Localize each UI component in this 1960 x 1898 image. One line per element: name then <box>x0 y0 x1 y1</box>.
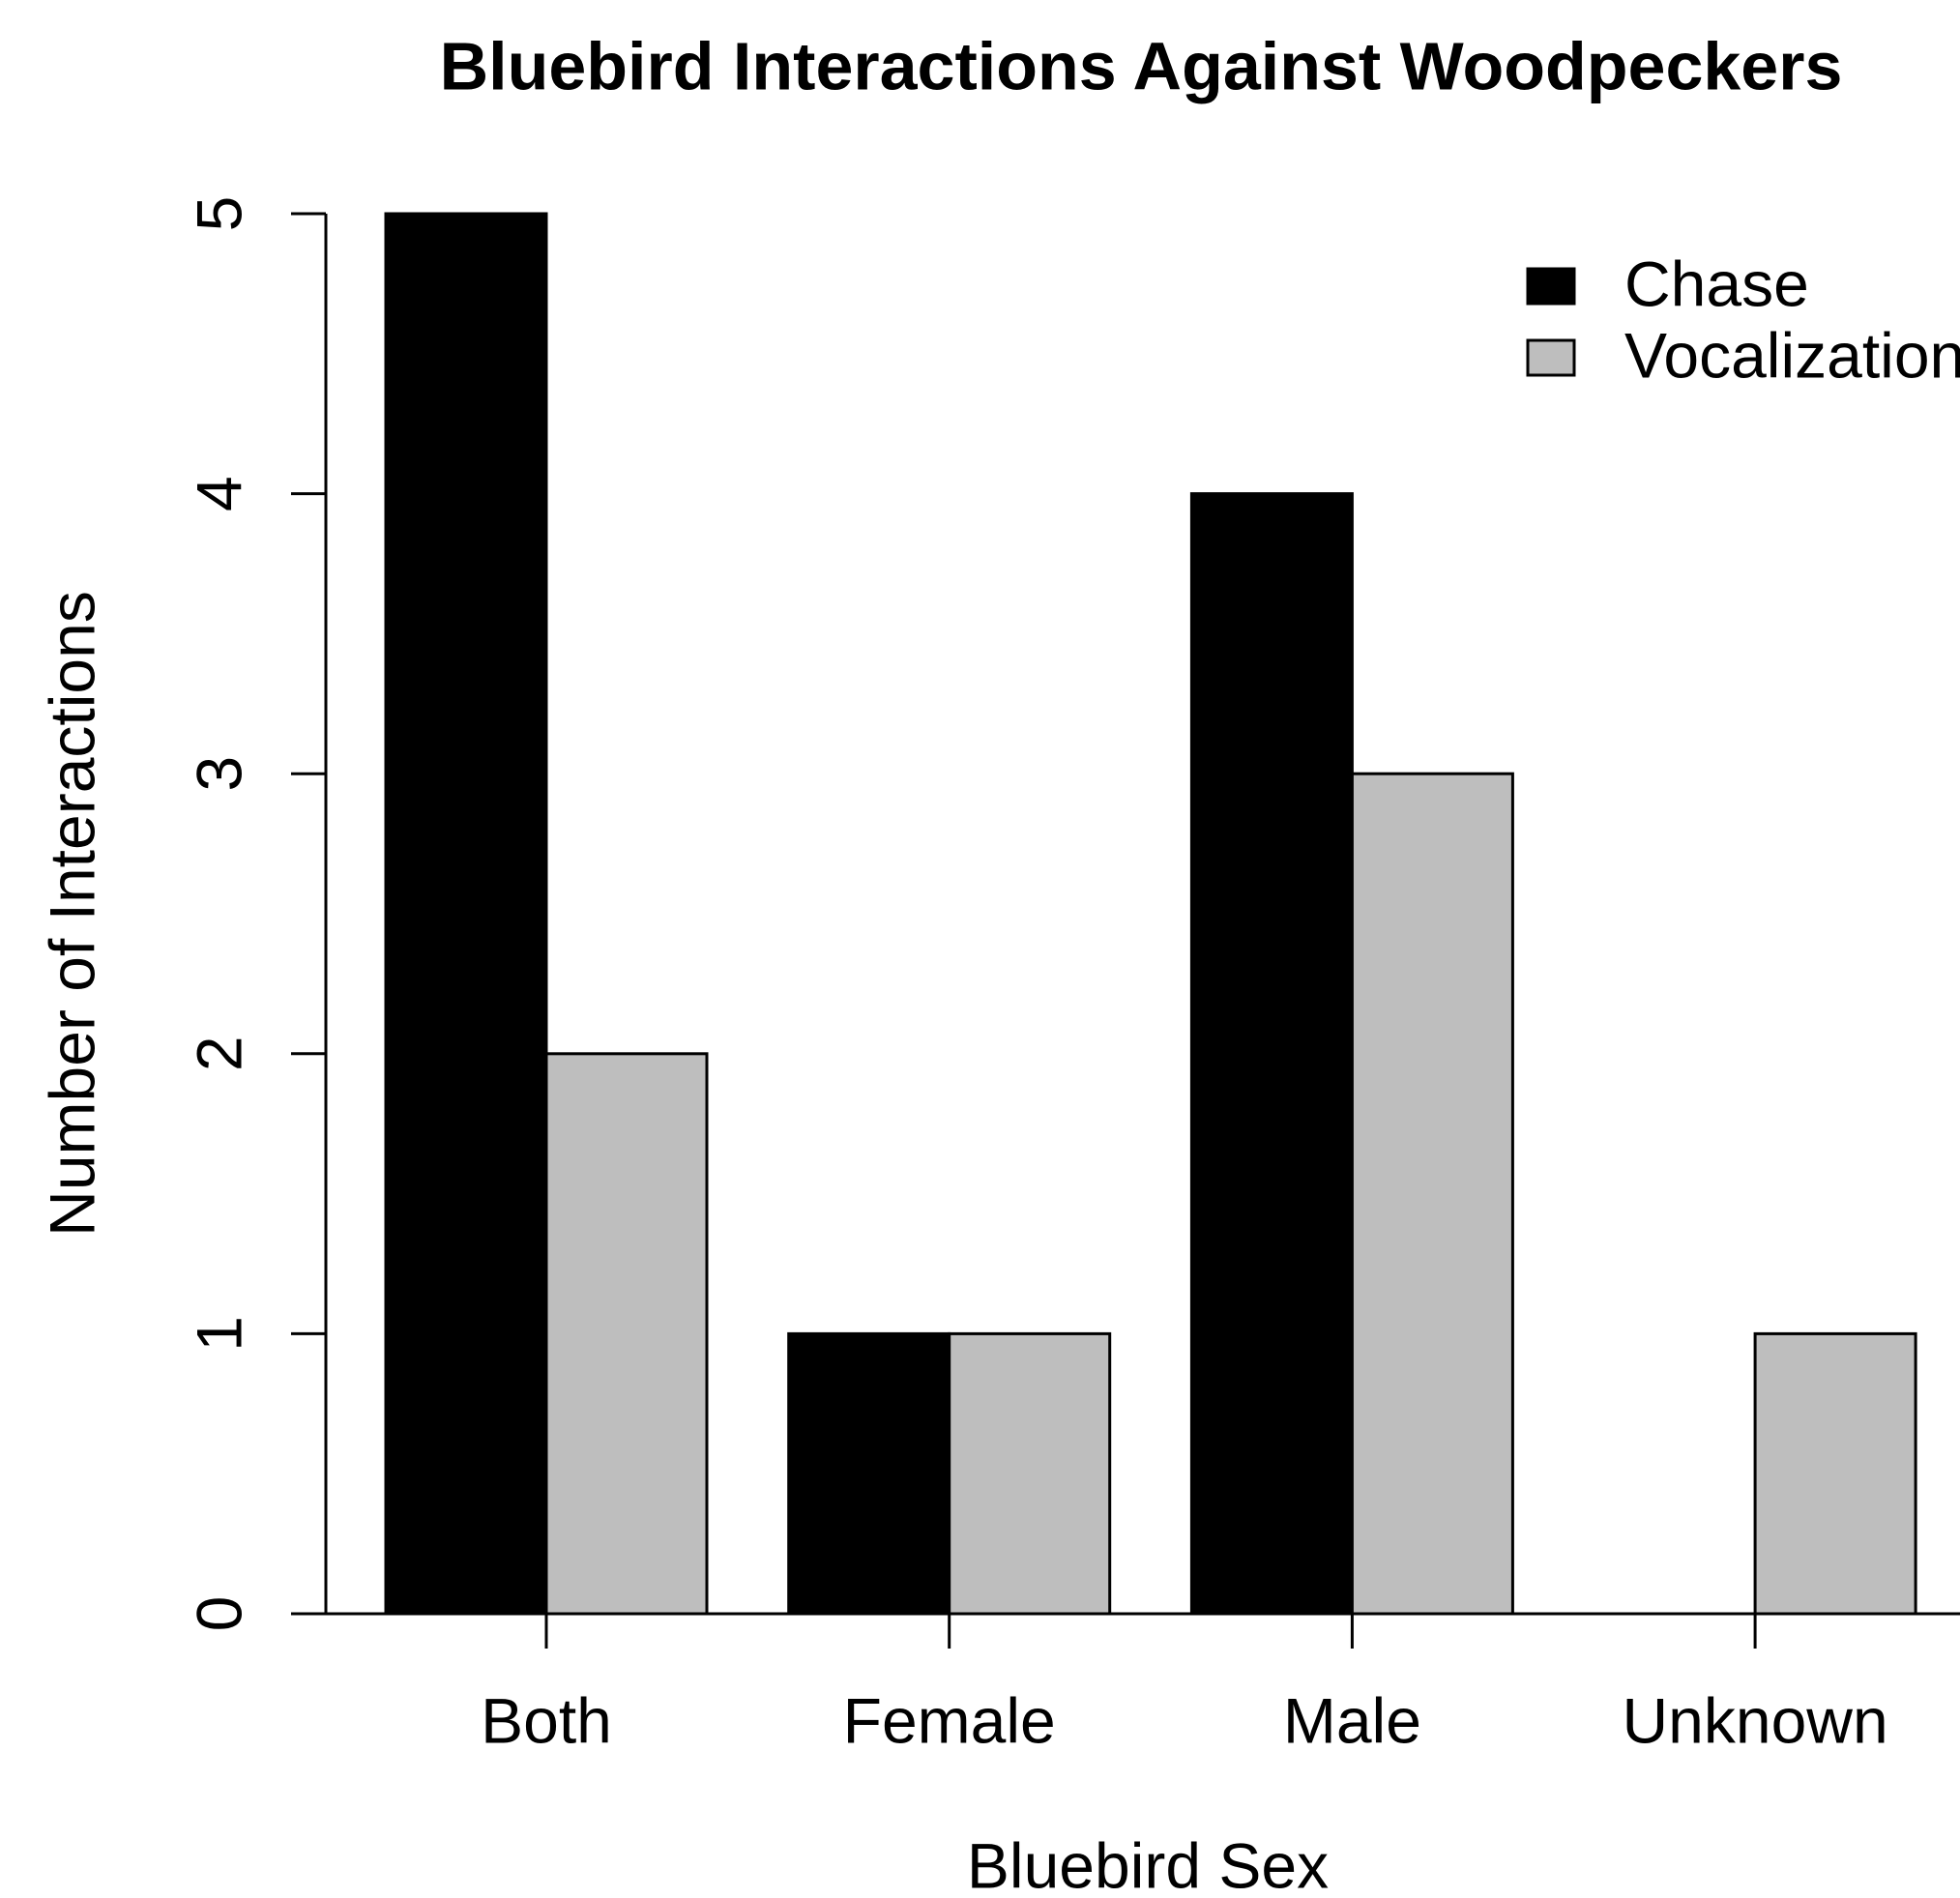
y-tick-label: 5 <box>183 196 254 232</box>
x-tick-label: Unknown <box>1623 1684 1888 1756</box>
legend-label: Vocalization <box>1624 319 1960 391</box>
bar <box>948 1331 1112 1616</box>
chart-title: Bluebird Interactions Against Woodpecker… <box>440 28 1843 103</box>
y-tick-label: 3 <box>183 756 254 792</box>
bar <box>1753 1331 1917 1616</box>
legend-label: Chase <box>1624 248 1809 319</box>
y-axis-label: Number of Interactions <box>36 591 107 1237</box>
bar <box>1350 772 1514 1616</box>
bar <box>544 1052 709 1616</box>
x-tick-label: Male <box>1283 1684 1421 1756</box>
x-tick-label: Female <box>843 1684 1056 1756</box>
x-axis-label: Bluebird Sex <box>967 1829 1329 1898</box>
x-tick-label: Both <box>481 1684 612 1756</box>
y-tick-label: 2 <box>183 1036 254 1071</box>
bar <box>1189 492 1354 1616</box>
bar <box>384 212 548 1616</box>
bar <box>787 1331 951 1616</box>
y-tick-label: 4 <box>183 476 254 511</box>
y-tick-label: 1 <box>183 1316 254 1352</box>
legend-swatch <box>1526 267 1576 306</box>
y-tick-label: 0 <box>183 1596 254 1632</box>
legend-swatch <box>1526 338 1576 377</box>
